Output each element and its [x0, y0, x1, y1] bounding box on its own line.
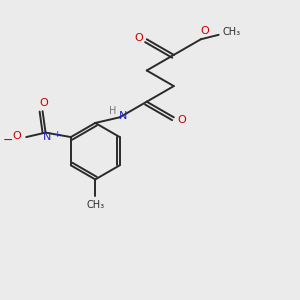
Text: O: O — [12, 131, 21, 142]
Text: CH₃: CH₃ — [223, 27, 241, 38]
Text: O: O — [134, 33, 143, 43]
Text: N: N — [119, 111, 128, 121]
Text: CH₃: CH₃ — [87, 200, 105, 210]
Text: O: O — [40, 98, 48, 108]
Text: N: N — [43, 132, 51, 142]
Text: O: O — [200, 26, 209, 36]
Text: O: O — [178, 115, 187, 125]
Text: H: H — [110, 106, 117, 116]
Text: −: − — [3, 134, 13, 147]
Text: +: + — [53, 130, 61, 139]
